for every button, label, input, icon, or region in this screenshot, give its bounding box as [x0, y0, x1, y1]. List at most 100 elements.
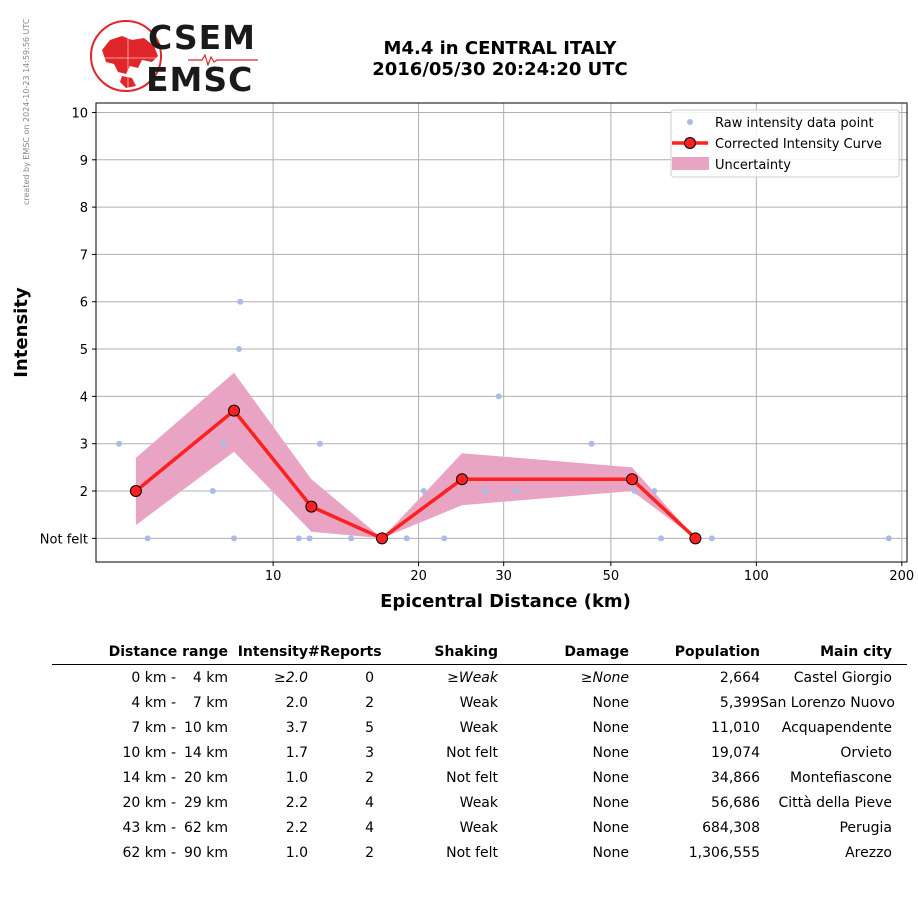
header-distance-range: Distance range [108, 644, 228, 660]
cell-distance-range: 14 km - 20 km [52, 770, 228, 786]
cell-intensity: 2.2 [285, 794, 308, 811]
cell-distance-range: 62 km - 90 km [52, 845, 228, 861]
raw-data-point [231, 535, 238, 542]
cell-reports: 4 [365, 819, 374, 836]
table-row: 20 km - 29 km 2.2 4 Weak None 56,686 Città dell… [52, 790, 907, 815]
curve-point [626, 473, 639, 486]
legend-label-uncertainty: Uncertainty [715, 158, 791, 173]
cell-population: 11,010 [711, 719, 760, 736]
cell-main-city: Arezzo [845, 844, 892, 861]
table-row: 7 km - 10 km 3.7 5 Weak None 11,010 Acquapenden… [52, 715, 907, 740]
cell-distance-from: 4 km - [131, 694, 176, 711]
cell-distance-from: 62 km - [122, 844, 176, 861]
raw-data-point [237, 298, 244, 305]
curve-point [129, 485, 142, 498]
cell-population: 684,308 [702, 819, 760, 836]
cell-damage: None [592, 844, 629, 861]
raw-data-point [306, 535, 313, 542]
table-row: 14 km - 20 km 1.0 2 Not felt None 34,866 Montef… [52, 765, 907, 790]
y-tick-label: 3 [80, 438, 88, 453]
header-reports: #Reports [308, 644, 382, 660]
table-row: 10 km - 14 km 1.7 3 Not felt None 19,074 Orviet… [52, 740, 907, 765]
header-shaking: Shaking [434, 644, 498, 660]
raw-data-point [209, 488, 216, 495]
raw-data-point [885, 535, 892, 542]
cell-intensity: 1.0 [285, 844, 308, 861]
cell-intensity: 2.0 [285, 694, 308, 711]
cell-shaking: Not felt [446, 844, 498, 861]
cell-damage: None [592, 794, 629, 811]
chart-title-line1: M4.4 in CENTRAL ITALY [383, 38, 617, 59]
raw-data-point [236, 346, 243, 353]
cell-distance-to: 20 km [183, 769, 228, 786]
curve-point [689, 532, 702, 545]
cell-distance-range: 0 km - 4 km [52, 670, 228, 686]
plot-frame [95, 102, 908, 563]
cell-reports: 3 [365, 744, 374, 761]
cell-distance-from: 20 km - [122, 794, 176, 811]
raw-data-point [348, 535, 355, 542]
intensity-table: Distance range Intensity #Reports Shakin… [52, 640, 907, 865]
x-axis-label: Epicentral Distance (km) [380, 591, 631, 612]
cell-shaking: Weak [459, 694, 498, 711]
raw-data-point [482, 488, 489, 495]
header-population: Population [674, 644, 760, 660]
raw-data-point [658, 535, 665, 542]
raw-data-point [441, 535, 448, 542]
table-body: 0 km - 4 km ≥2.0 0 ≥Weak ≥None 2,664 Castel Gio… [52, 665, 907, 865]
cell-distance-from: 7 km - [131, 719, 176, 736]
seismogram-line-icon [188, 54, 258, 66]
y-tick-label: 7 [80, 248, 88, 263]
cell-distance-to: 14 km [183, 744, 228, 761]
cell-distance-from: 10 km - [122, 744, 176, 761]
header-main-city: Main city [820, 644, 892, 660]
cell-distance-range: 20 km - 29 km [52, 795, 228, 811]
cell-reports: 4 [365, 794, 374, 811]
cell-shaking: Not felt [446, 744, 498, 761]
cell-distance-to: 29 km [183, 794, 228, 811]
table-row: 0 km - 4 km ≥2.0 0 ≥Weak ≥None 2,664 Castel Gio… [52, 665, 907, 690]
raw-data-point [316, 440, 323, 447]
cell-distance-from: 43 km - [122, 819, 176, 836]
cell-distance-to: 62 km [183, 819, 228, 836]
cell-shaking: Weak [459, 719, 498, 736]
raw-data-point [403, 535, 410, 542]
y-tick-label: 2 [80, 485, 88, 500]
table-row: 4 km - 7 km 2.0 2 Weak None 5,399 San Lorenzo N… [52, 690, 907, 715]
cell-distance-to: 4 km [192, 669, 228, 686]
raw-data-point [295, 535, 302, 542]
cell-intensity: 1.0 [285, 769, 308, 786]
cell-main-city: Orvieto [840, 744, 892, 761]
x-tick-label: 10 [265, 569, 282, 584]
uncertainty-band [135, 372, 696, 539]
x-tick-label: 30 [495, 569, 512, 584]
cell-shaking: Not felt [446, 769, 498, 786]
cell-main-city: Città della Pieve [778, 794, 892, 811]
y-tick-label: 8 [80, 201, 88, 216]
cell-distance-from: 0 km - [131, 669, 176, 686]
curve-point [228, 404, 241, 417]
raw-data-point [651, 488, 658, 495]
intensity-distance-chart: 10 20 30 50 100 200 Not felt 2 3 4 5 6 7 8 9 10 Epicentr… [11, 102, 914, 612]
cell-distance-range: 7 km - 10 km [52, 720, 228, 736]
table-header: Distance range Intensity #Reports Shakin… [52, 640, 907, 665]
cell-population: 56,686 [711, 794, 760, 811]
raw-data-point [708, 535, 715, 542]
cell-population: 1,306,555 [688, 844, 760, 861]
cell-reports: 0 [365, 669, 374, 686]
cell-main-city: San Lorenzo Nuovo [760, 694, 895, 711]
y-tick-label: 6 [80, 296, 88, 311]
y-tick-label: Not felt [40, 532, 88, 547]
raw-data-point [116, 440, 123, 447]
raw-data-point [631, 488, 638, 495]
raw-data-point [420, 488, 427, 495]
raw-data-point [495, 393, 502, 400]
globe-logo-icon [90, 20, 162, 92]
cell-shaking: ≥Weak [447, 669, 498, 686]
cell-main-city: Montefiascone [789, 769, 892, 786]
legend-band-swatch [672, 157, 709, 170]
cell-intensity: 3.7 [285, 719, 308, 736]
cell-damage: None [592, 769, 629, 786]
header-intensity: Intensity [237, 644, 308, 660]
cell-distance-range: 43 km - 62 km [52, 820, 228, 836]
